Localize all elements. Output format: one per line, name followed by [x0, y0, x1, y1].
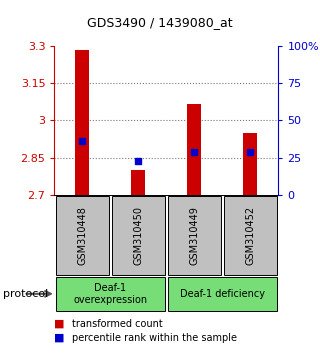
Bar: [56, 277, 165, 311]
Bar: [112, 195, 165, 275]
Bar: [188, 104, 201, 195]
Text: Deaf-1
overexpression: Deaf-1 overexpression: [73, 283, 148, 305]
Bar: [56, 195, 109, 275]
Text: GSM310448: GSM310448: [77, 206, 87, 265]
Text: protocol: protocol: [3, 289, 48, 299]
Text: percentile rank within the sample: percentile rank within the sample: [72, 333, 237, 343]
Bar: [132, 170, 145, 195]
Bar: [224, 195, 277, 275]
Bar: [244, 133, 257, 195]
Bar: [168, 277, 277, 311]
Bar: [76, 50, 89, 195]
Text: transformed count: transformed count: [72, 319, 163, 329]
Text: GDS3490 / 1439080_at: GDS3490 / 1439080_at: [87, 17, 233, 29]
Text: GSM310452: GSM310452: [245, 206, 255, 265]
Text: GSM310450: GSM310450: [133, 206, 143, 265]
Bar: [168, 195, 221, 275]
Text: GSM310449: GSM310449: [189, 206, 199, 265]
Text: ■: ■: [54, 319, 65, 329]
Text: Deaf-1 deficiency: Deaf-1 deficiency: [180, 289, 265, 299]
Text: ■: ■: [54, 333, 65, 343]
